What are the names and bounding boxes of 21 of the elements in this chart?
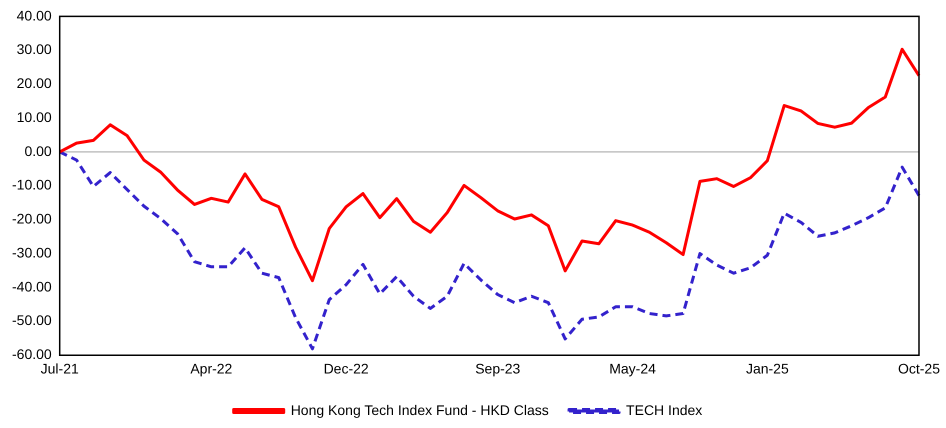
y-tick-label: 20.00 xyxy=(16,75,52,92)
x-tick-label: May-24 xyxy=(609,360,656,376)
y-tick-label: -60.00 xyxy=(12,346,52,362)
line-series xyxy=(58,150,920,350)
y-tick-label: 0.00 xyxy=(24,142,52,159)
x-tick-label: Dec-22 xyxy=(324,360,369,376)
y-tick-label: 30.00 xyxy=(16,41,52,58)
y-tick-label: -10.00 xyxy=(12,176,52,193)
legend-label: Hong Kong Tech Index Fund - HKD Class xyxy=(290,402,549,418)
y-tick-label: 10.00 xyxy=(16,108,52,125)
x-tick-label: Oct-25 xyxy=(898,360,940,376)
y-tick-label: -40.00 xyxy=(12,278,52,294)
y-tick-label: -20.00 xyxy=(12,210,52,227)
y-tick-label: -30.00 xyxy=(12,244,52,260)
x-tick-label: Sep-23 xyxy=(475,360,521,376)
x-tick-label: Apr-22 xyxy=(190,360,233,376)
y-tick-label: -50.00 xyxy=(12,312,52,328)
y-tick-label: 40.00 xyxy=(16,7,52,24)
legend-label: TECH Index xyxy=(626,402,702,418)
x-tick-label: Jul-21 xyxy=(40,360,79,376)
x-tick-label: Jan-25 xyxy=(746,360,789,376)
